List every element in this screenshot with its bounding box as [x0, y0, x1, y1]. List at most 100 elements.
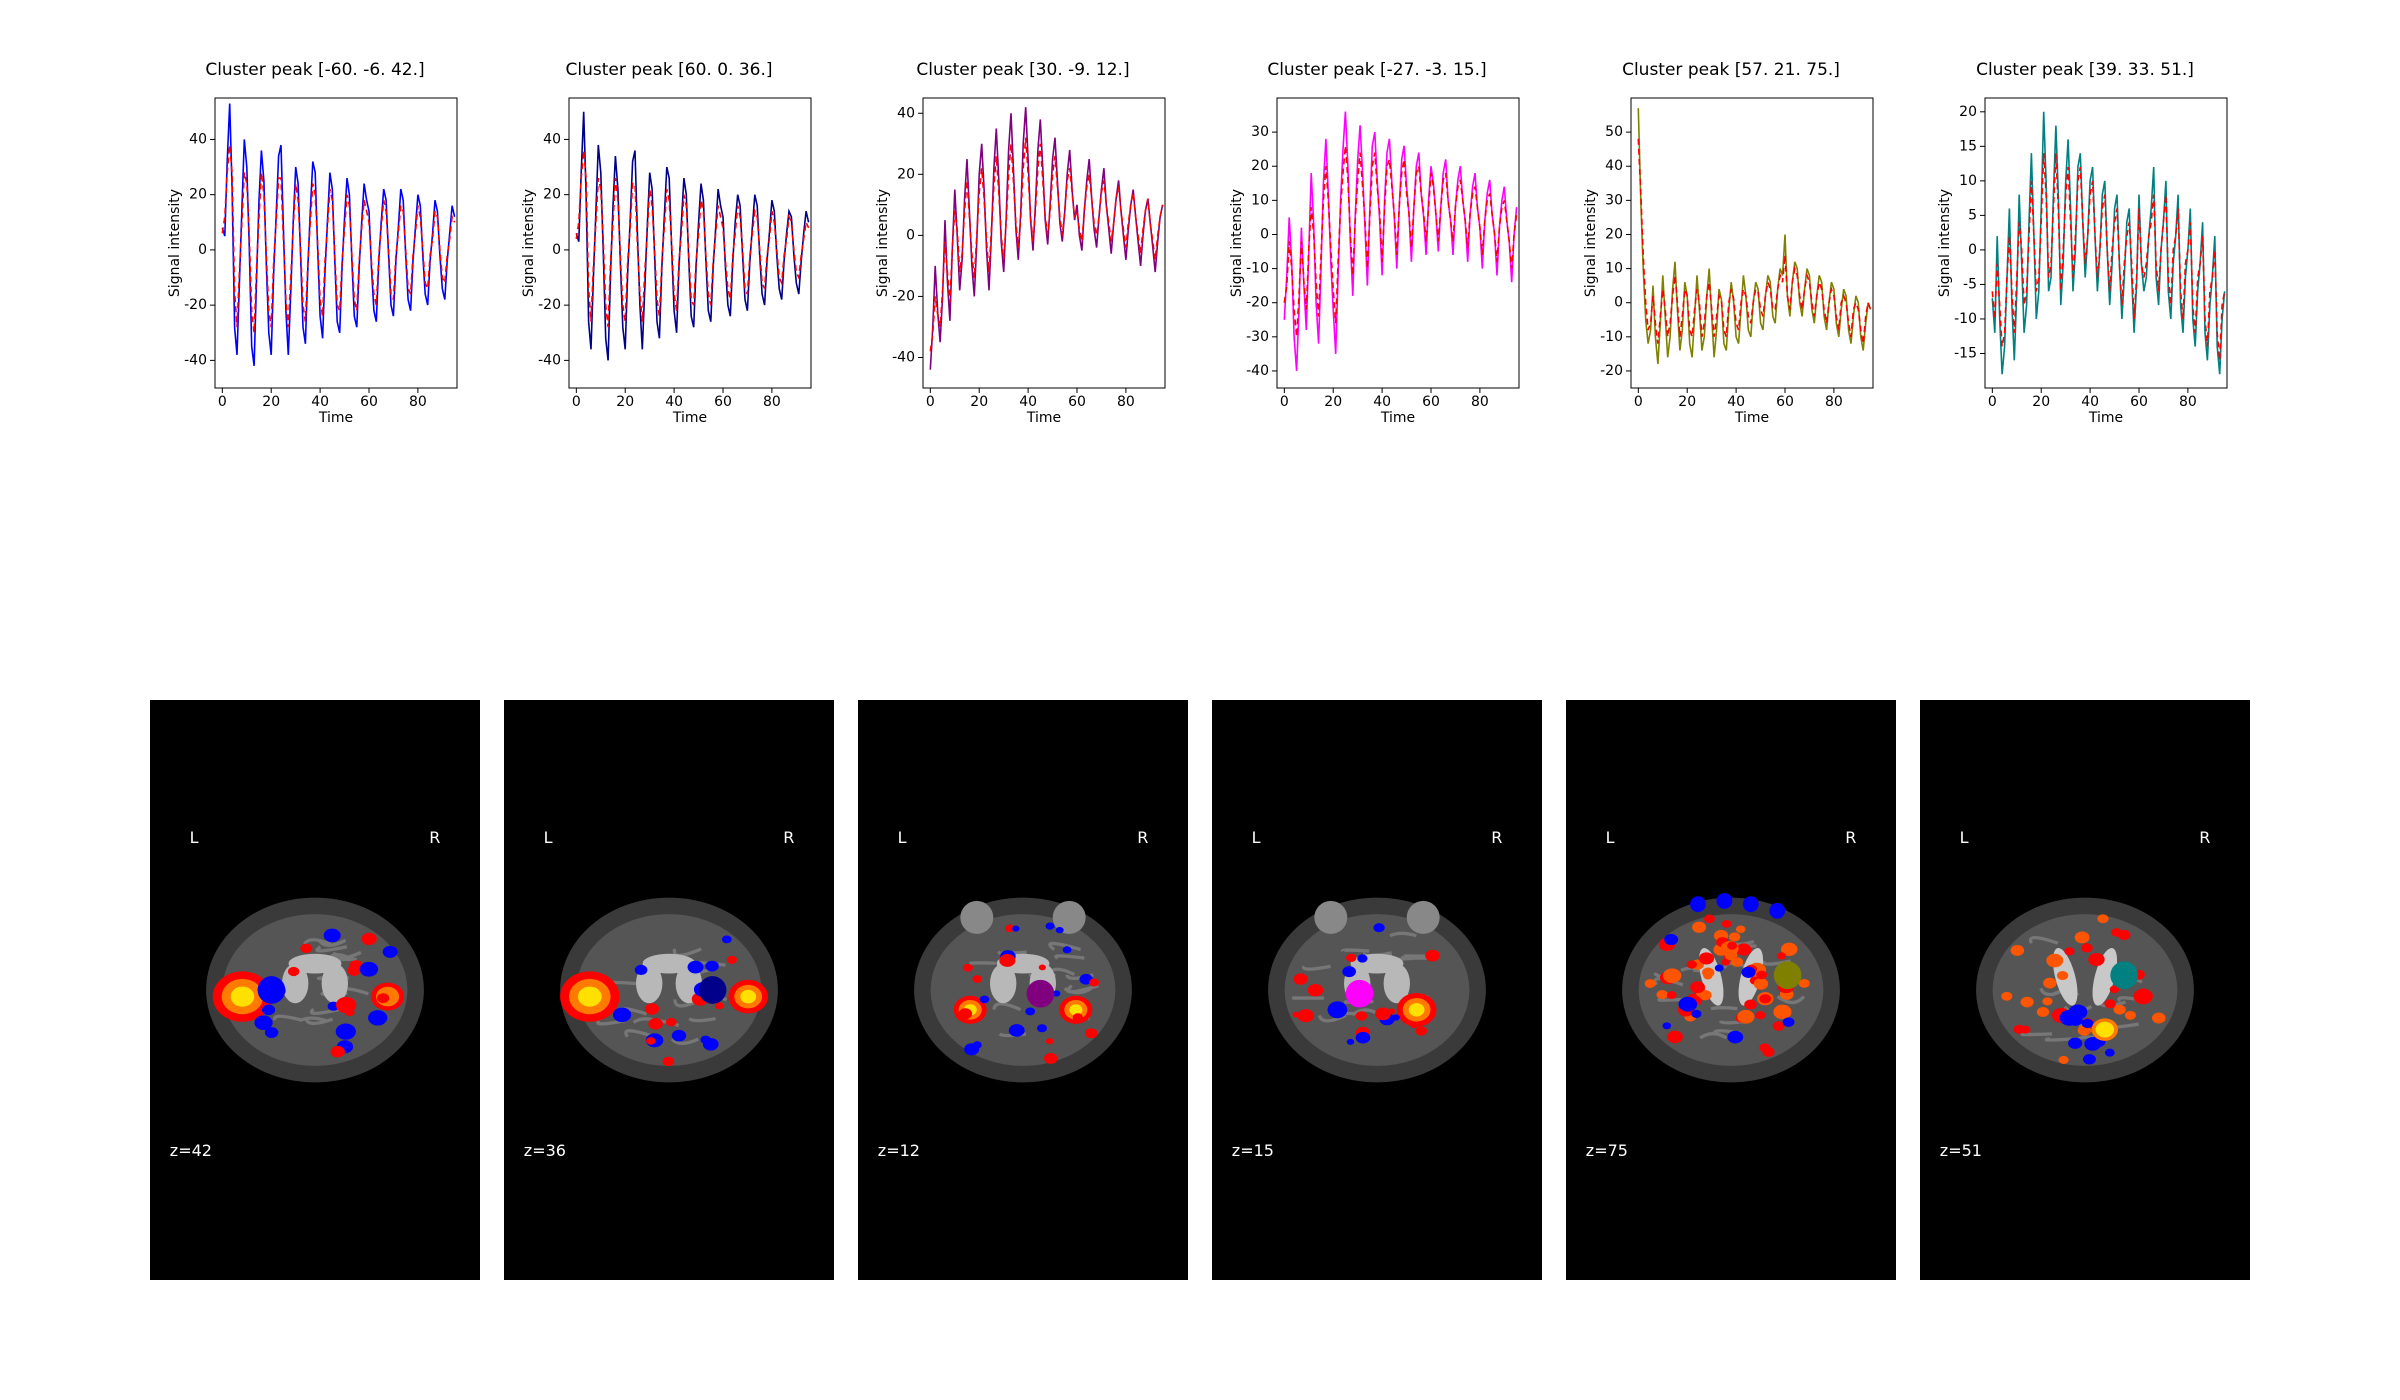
svg-text:-40: -40 — [892, 349, 915, 365]
svg-text:10: 10 — [1251, 192, 1269, 208]
svg-text:40: 40 — [1605, 158, 1623, 174]
svg-text:20: 20 — [897, 166, 915, 182]
svg-text:0: 0 — [572, 394, 581, 410]
svg-text:-40: -40 — [184, 352, 207, 368]
svg-text:Time: Time — [2088, 410, 2123, 426]
svg-text:20: 20 — [2032, 394, 2050, 410]
brain-slice: L Rz=75 — [1566, 700, 1896, 1280]
signal-plot: 020406080-40-2002040TimeSignal intensity — [150, 88, 480, 428]
svg-text:0: 0 — [1634, 394, 1643, 410]
svg-text:0: 0 — [926, 394, 935, 410]
z-slice-label: z=15 — [1232, 1141, 1274, 1160]
svg-text:80: 80 — [1117, 394, 1135, 410]
hemisphere-label-left: L — [898, 828, 907, 847]
svg-text:-20: -20 — [184, 297, 207, 313]
svg-text:20: 20 — [1324, 394, 1342, 410]
signal-plot: 020406080-40-2002040TimeSignal intensity — [858, 88, 1188, 428]
svg-text:-20: -20 — [1246, 295, 1269, 311]
signal-plot: 020406080-40-2002040TimeSignal intensity — [504, 88, 834, 428]
svg-text:-20: -20 — [892, 288, 915, 304]
svg-text:Time: Time — [318, 410, 353, 426]
svg-text:20: 20 — [616, 394, 634, 410]
brain-slice: LRz=42 — [150, 700, 480, 1280]
svg-text:40: 40 — [189, 131, 207, 147]
brain-slice: L Rz=15 — [1212, 700, 1542, 1280]
peak-marker — [1774, 961, 1802, 989]
svg-text:60: 60 — [1776, 394, 1794, 410]
svg-text:Signal intensity: Signal intensity — [521, 189, 537, 297]
svg-text:Time: Time — [1380, 410, 1415, 426]
svg-text:20: 20 — [970, 394, 988, 410]
svg-text:0: 0 — [1988, 394, 1997, 410]
signal-plot: 020406080-20-1001020304050TimeSignal int… — [1566, 88, 1896, 428]
svg-text:40: 40 — [2081, 394, 2099, 410]
svg-text:-15: -15 — [1954, 345, 1977, 361]
svg-text:0: 0 — [1614, 295, 1623, 311]
z-slice-label: z=12 — [878, 1141, 920, 1160]
plot-title: Cluster peak [39. 33. 51.] — [1920, 60, 2250, 80]
plot-title: Cluster peak [30. -9. 12.] — [858, 60, 1188, 80]
svg-text:Signal intensity: Signal intensity — [1937, 189, 1953, 297]
svg-text:Signal intensity: Signal intensity — [875, 189, 891, 297]
svg-text:Signal intensity: Signal intensity — [1229, 189, 1245, 297]
svg-text:80: 80 — [2179, 394, 2197, 410]
signal-plot: 020406080-40-30-20-100102030TimeSignal i… — [1212, 88, 1542, 428]
svg-text:10: 10 — [1605, 261, 1623, 277]
peak-marker — [1027, 980, 1055, 1008]
svg-text:-30: -30 — [1246, 329, 1269, 345]
svg-text:-20: -20 — [538, 297, 561, 313]
svg-text:0: 0 — [1260, 226, 1269, 242]
svg-text:60: 60 — [1068, 394, 1086, 410]
svg-text:Time: Time — [1734, 410, 1769, 426]
svg-text:0: 0 — [218, 394, 227, 410]
z-slice-label: z=36 — [524, 1141, 566, 1160]
z-slice-label: z=51 — [1940, 1141, 1982, 1160]
svg-text:40: 40 — [311, 394, 329, 410]
svg-text:80: 80 — [1471, 394, 1489, 410]
svg-text:80: 80 — [1825, 394, 1843, 410]
plot-title: Cluster peak [57. 21. 75.] — [1566, 60, 1896, 80]
svg-text:Time: Time — [672, 410, 707, 426]
z-slice-label: z=75 — [1586, 1141, 1628, 1160]
svg-text:0: 0 — [1968, 242, 1977, 258]
hemisphere-label-left: L — [1606, 828, 1615, 847]
svg-text:60: 60 — [1422, 394, 1440, 410]
svg-text:20: 20 — [1678, 394, 1696, 410]
svg-text:-40: -40 — [1246, 363, 1269, 379]
svg-text:20: 20 — [1605, 226, 1623, 242]
brain-slice: LRz=36 — [504, 700, 834, 1280]
svg-text:60: 60 — [714, 394, 732, 410]
svg-text:10: 10 — [1959, 173, 1977, 189]
signal-plot: 020406080-15-10-505101520TimeSignal inte… — [1920, 88, 2250, 428]
hemisphere-label-right: R — [2199, 828, 2210, 847]
svg-text:20: 20 — [189, 187, 207, 203]
svg-text:40: 40 — [1373, 394, 1391, 410]
svg-text:60: 60 — [360, 394, 378, 410]
svg-text:20: 20 — [543, 187, 561, 203]
svg-text:0: 0 — [906, 227, 915, 243]
svg-text:40: 40 — [543, 131, 561, 147]
svg-text:Signal intensity: Signal intensity — [167, 189, 183, 297]
svg-text:-10: -10 — [1246, 261, 1269, 277]
svg-text:-10: -10 — [1954, 311, 1977, 327]
svg-text:40: 40 — [1727, 394, 1745, 410]
svg-text:40: 40 — [897, 105, 915, 121]
svg-text:-40: -40 — [538, 352, 561, 368]
peak-marker — [2110, 961, 2138, 989]
svg-text:5: 5 — [1968, 207, 1977, 223]
svg-text:80: 80 — [409, 394, 427, 410]
svg-text:0: 0 — [1280, 394, 1289, 410]
svg-text:30: 30 — [1251, 124, 1269, 140]
hemisphere-label-right: R — [1491, 828, 1502, 847]
plot-title: Cluster peak [-60. -6. 42.] — [150, 60, 480, 80]
svg-text:Signal intensity: Signal intensity — [1583, 189, 1599, 297]
svg-text:0: 0 — [552, 242, 561, 258]
brain-slice: LRz=12 — [858, 700, 1188, 1280]
svg-text:-5: -5 — [1963, 276, 1977, 292]
svg-text:-10: -10 — [1600, 329, 1623, 345]
hemisphere-label-left: L — [1252, 828, 1261, 847]
z-slice-label: z=42 — [170, 1141, 212, 1160]
peak-marker — [699, 976, 727, 1004]
peak-marker — [1346, 980, 1374, 1008]
hemisphere-label-right: R — [1845, 828, 1856, 847]
